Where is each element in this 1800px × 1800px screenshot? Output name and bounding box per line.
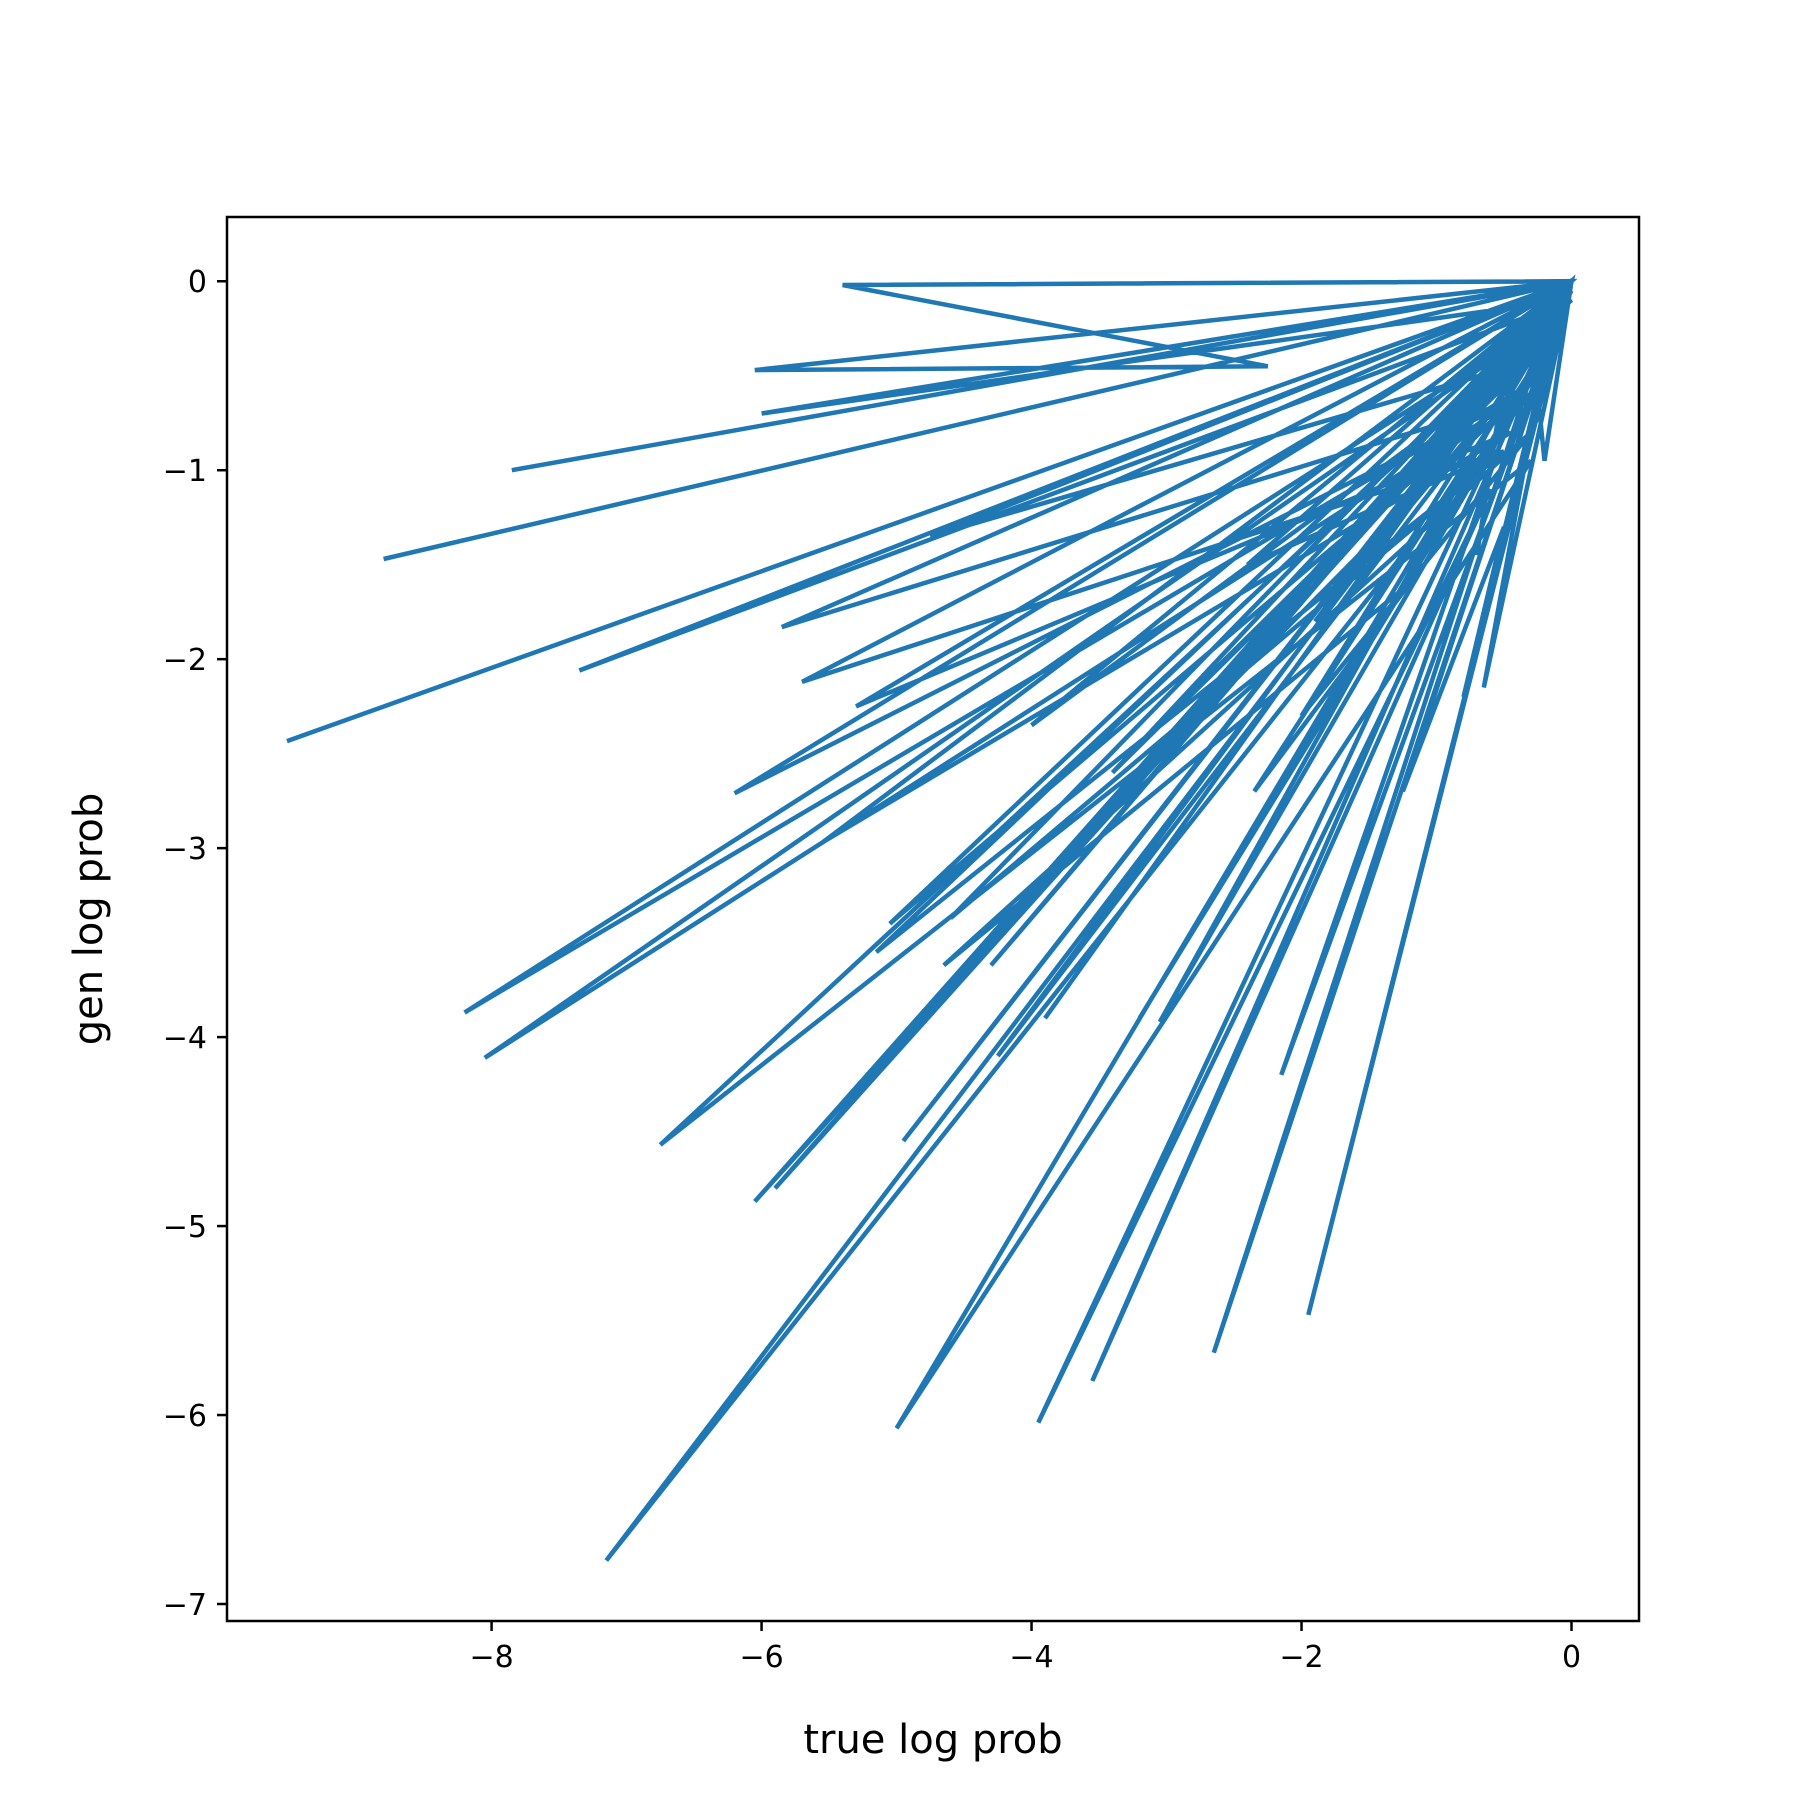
x-tick-label: −8 [469, 1640, 513, 1675]
y-tick-label: −1 [163, 454, 207, 489]
x-tick-label: −6 [739, 1640, 783, 1675]
y-tick-label: −3 [163, 832, 207, 867]
y-axis-label: gen log prob [66, 793, 112, 1046]
y-axis-ticks: 0 −1 −2 −3 −4 −5 −6 −7 [163, 265, 227, 1623]
series-line-0 [286, 274, 1578, 1562]
y-tick-label: −5 [163, 1210, 207, 1245]
y-tick-label: −2 [163, 643, 207, 678]
y-tick-label: −7 [163, 1588, 207, 1623]
series-layer [286, 274, 1578, 1562]
x-tick-label: −4 [1009, 1640, 1053, 1675]
y-tick-label: −6 [163, 1399, 207, 1434]
y-tick-label: 0 [188, 265, 207, 300]
x-tick-label: −2 [1279, 1640, 1323, 1675]
plot-frame [225, 215, 1641, 1623]
y-tick-label: −4 [163, 1021, 207, 1056]
x-tick-label: 0 [1562, 1640, 1581, 1675]
x-axis-label: true log prob [803, 1717, 1062, 1763]
x-axis-ticks: −8 −6 −4 −2 0 [469, 1621, 1581, 1675]
